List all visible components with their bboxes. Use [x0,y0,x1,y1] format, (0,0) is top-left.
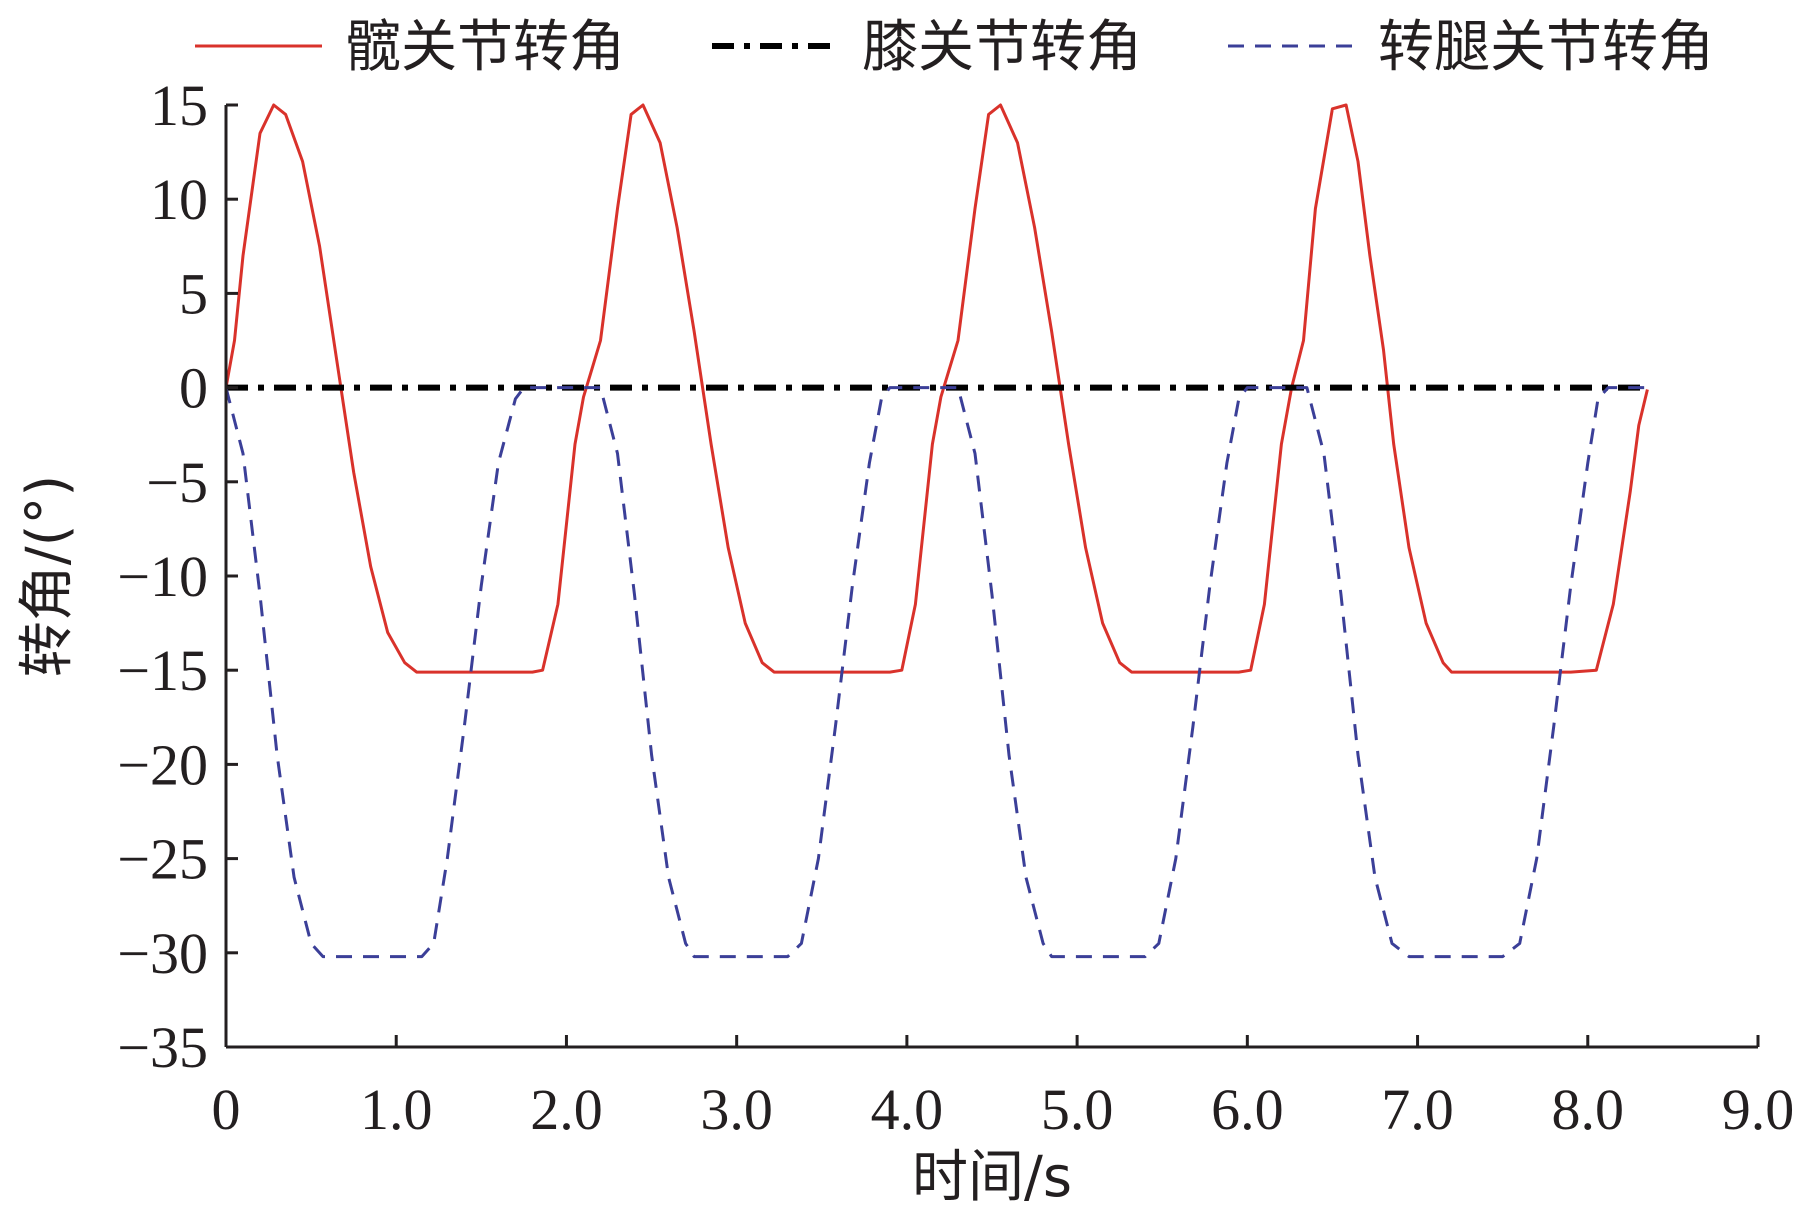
y-tick-label: −5 [146,450,208,515]
x-tick-label: 8.0 [1552,1077,1625,1142]
x-tick-label: 3.0 [700,1077,773,1142]
axes: 0 1.0 2.0 3.0 4.0 5.0 6.0 7.0 8.0 9.0 15 10 5 0 −5 −10… [15,73,1794,1210]
x-axis-ticks: 0 1.0 2.0 3.0 4.0 5.0 6.0 7.0 8.0 9.0 [212,1035,1795,1142]
x-axis-title: 时间/s [912,1145,1072,1210]
x-tick-label: 4.0 [871,1077,944,1142]
y-tick-label: −10 [117,544,208,609]
x-tick-label: 6.0 [1211,1077,1284,1142]
plot-area [224,103,1649,959]
x-tick-label: 0 [212,1077,241,1142]
y-tick-label: 15 [150,73,208,138]
y-tick-label: −25 [117,827,208,892]
y-tick-label: 5 [179,261,208,326]
x-tick-label: 1.0 [360,1077,433,1142]
legend-label-leg-rotation-joint: 转腿关节转角 [1378,15,1714,80]
legend: 髋关节转角 膝关节转角 转腿关节转角 [195,15,1714,80]
x-tick-label: 2.0 [530,1077,603,1142]
y-tick-label: −20 [117,732,208,797]
y-tick-label: −15 [117,638,208,703]
legend-label-hip-joint: 髋关节转角 [345,15,625,80]
y-axis-title: 转角/(°) [15,475,80,678]
y-tick-label: −30 [117,921,208,986]
y-tick-label: −35 [117,1015,208,1080]
x-tick-label: 7.0 [1381,1077,1454,1142]
legend-label-knee-joint: 膝关节转角 [862,15,1142,80]
x-tick-label: 9.0 [1722,1077,1795,1142]
y-tick-label: 10 [150,167,208,232]
series-line-hip-joint [224,103,1649,674]
y-tick-label: 0 [179,356,208,421]
y-axis-ticks: 15 10 5 0 −5 −10 −15 −20 −25 −30 −35 [117,73,238,1080]
x-tick-label: 5.0 [1041,1077,1114,1142]
